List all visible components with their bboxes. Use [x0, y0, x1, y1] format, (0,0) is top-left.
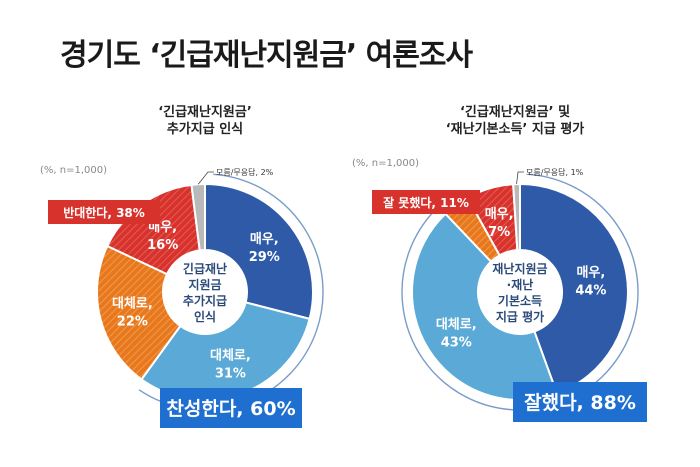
chart2-positive-callout-box: [513, 382, 647, 422]
chart1-slice-somewhat-negative: [96, 244, 182, 381]
chart1-center-label-line: 인식: [194, 309, 216, 324]
chart2-slice-value-somewhat-positive: 43%: [441, 336, 472, 351]
chart2-subtitle-line2: ‘재난기본소득’ 지급 평가: [445, 122, 585, 137]
chart1-slice-label-somewhat-positive: 대체로,: [210, 349, 251, 364]
chart1-slice-value-very-positive: 29%: [249, 250, 280, 265]
page-title: 경기도 ‘긴급재난지원금’ 여론조사: [60, 38, 473, 73]
chart2-slice-somewhat-positive: [411, 212, 559, 401]
chart2-center-label-line: ·재난: [507, 278, 534, 292]
chart1-slice-somewhat-positive: [140, 301, 311, 401]
chart2-sample-note: (%, n=1,000): [352, 158, 420, 169]
chart1-slice-value-somewhat-negative: 22%: [117, 315, 148, 330]
chart1-unknown-callout-text: 모름/무응답, 2%: [216, 167, 274, 177]
chart2-negative-callout-text: 잘 못했다, 11%: [383, 195, 469, 210]
chart1-sample-note: (%, n=1,000): [40, 165, 108, 176]
chart2-slice-unknown: [512, 182, 521, 252]
chart2-slice-label-very-positive: 매우,: [576, 265, 605, 280]
chart1-slice-label-somewhat-negative: 대체로,: [112, 297, 153, 312]
chart2-center-label-line: 재난지원금: [492, 261, 547, 276]
chart2-center-label-line: 지급 평가: [496, 309, 544, 324]
chart1-slice-value-very-negative: 16%: [147, 238, 178, 253]
chart1-subtitle: ‘긴급재난지원금’ 추가지급 인식: [110, 104, 300, 138]
chart2-slice-value-very-negative: 7%: [488, 225, 510, 240]
chart1-positive-callout-text: 찬성한다, 60%: [166, 398, 295, 420]
chart1-subtitle-line2: 추가지급 인식: [166, 122, 244, 137]
chart2-slice-very-positive: [519, 182, 629, 395]
chart1-subtitle-line1: ‘긴급재난지원금’: [158, 105, 252, 120]
chart1-slice-very-positive: [204, 182, 314, 321]
chart2-unknown-leader-line: [516, 171, 524, 185]
chart1-center-label-line: 긴급재난: [183, 262, 227, 276]
chart1-negative-callout-box: [48, 200, 160, 224]
chart1-center-label-line: 추가지급: [183, 293, 227, 308]
chart1-slice-label-very-positive: 매우,: [250, 232, 279, 247]
chart1-center-hole: [165, 252, 245, 332]
chart2-unknown-callout-text: 모름/무응답, 1%: [526, 167, 584, 177]
chart1-positive-callout-box: [160, 388, 302, 428]
chart2-subtitle-line1: ‘긴급재난지원금’ 및: [459, 105, 571, 120]
chart1-unknown-leader-line: [197, 171, 214, 185]
chart2-center-label-line: 기본소득: [498, 293, 542, 308]
chart1-center-label-line: 지원금: [188, 277, 221, 292]
chart2-slice-label-very-negative: 매우,: [485, 207, 514, 222]
chart2-slice-value-very-positive: 44%: [575, 283, 606, 298]
chart2-center-hole: [480, 252, 560, 332]
chart1-slice-value-somewhat-positive: 31%: [215, 367, 246, 382]
chart1-slice-unknown: [190, 182, 206, 252]
chart2-positive-callout-text: 잘했다, 88%: [524, 392, 636, 414]
chart2-slice-label-somewhat-positive: 대체로,: [436, 318, 477, 333]
chart1-negative-callout-text: 반대한다, 38%: [63, 205, 145, 220]
chart2-negative-callout-box: [372, 190, 480, 214]
chart2-subtitle: ‘긴급재난지원금’ 및 ‘재난기본소득’ 지급 평가: [400, 104, 630, 138]
